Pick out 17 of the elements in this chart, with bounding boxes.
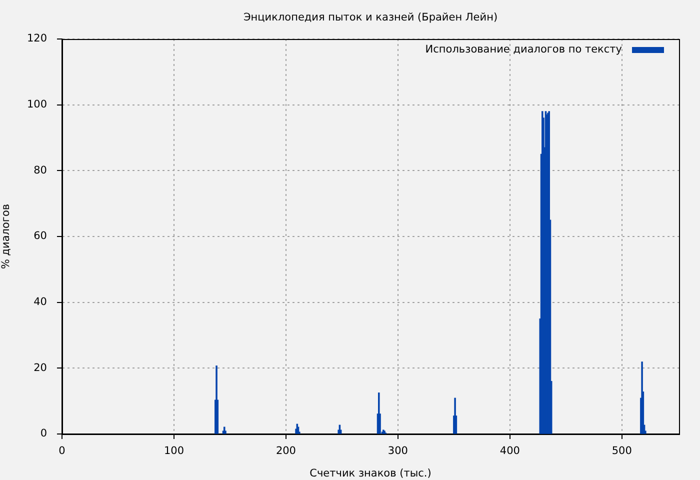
x-tick-label: 0 [58,445,66,458]
y-tick-label: 40 [34,296,47,308]
x-tick-label: 300 [388,445,408,458]
x-tick-label: 500 [612,445,632,458]
y-tick-label: 100 [26,98,47,111]
x-tick-label: 400 [500,445,520,458]
x-axis-title: Счетчик знаков (тыс.) [310,467,432,480]
x-tick-label: 200 [276,445,296,458]
y-tick-label: 80 [34,164,47,176]
y-tick-label: 0 [40,428,47,440]
chart-title: Энциклопедия пыток и казней (Брайен Лейн) [243,12,498,24]
x-tick-label: 100 [164,445,184,458]
legend-label: Использование диалогов по тексту [425,44,622,56]
y-tick-label: 20 [34,362,47,374]
y-tick-label: 60 [34,230,47,242]
y-tick-label: 120 [26,32,47,45]
y-axis-title: % диалогов [0,204,12,270]
